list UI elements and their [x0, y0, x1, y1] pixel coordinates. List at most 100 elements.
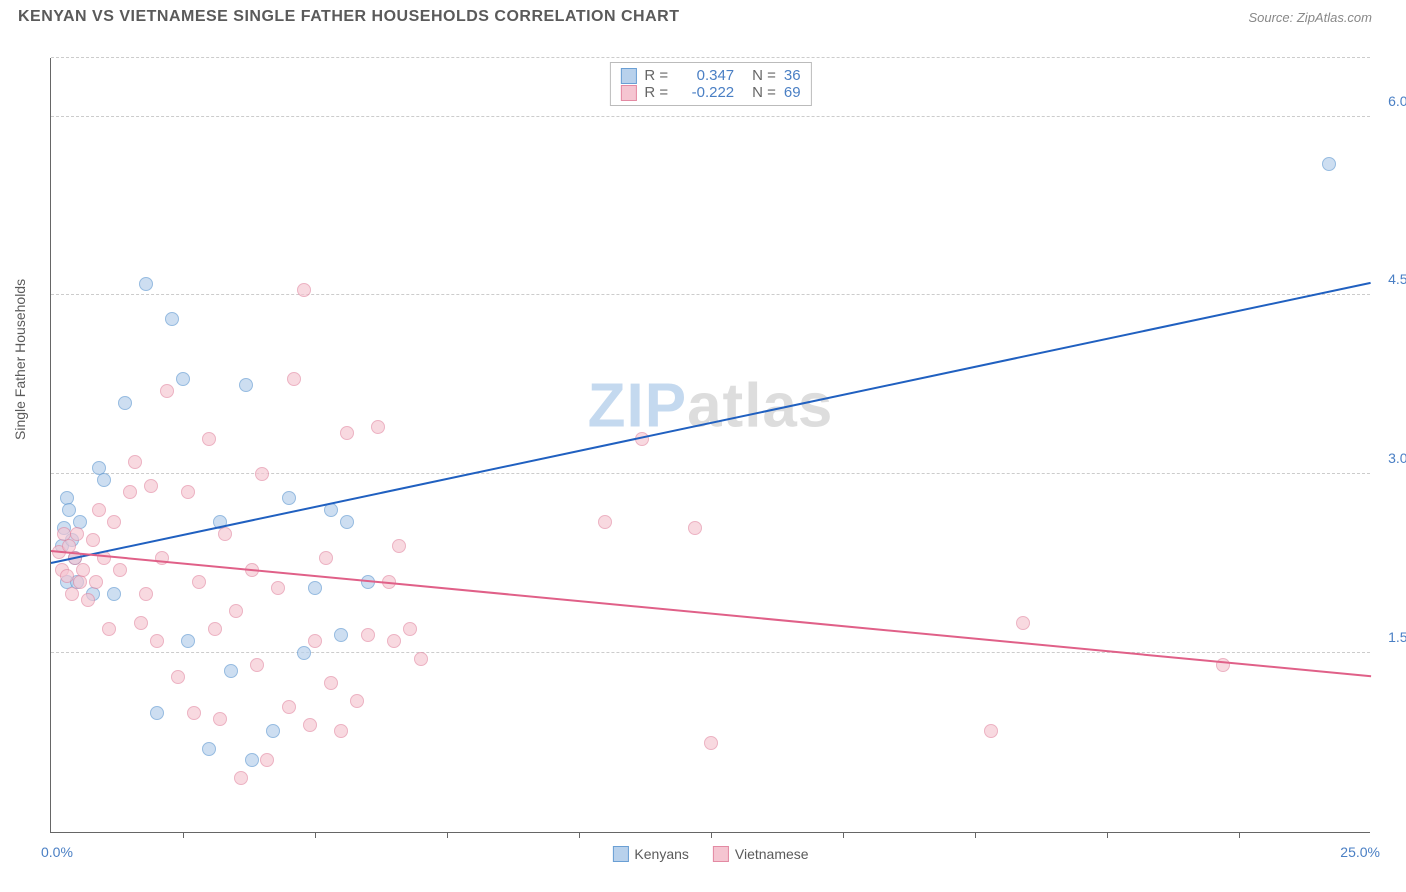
scatter-point [224, 664, 238, 678]
scatter-point [107, 587, 121, 601]
scatter-point [60, 569, 74, 583]
scatter-point [181, 634, 195, 648]
y-tick-label: 3.0% [1388, 450, 1406, 466]
scatter-point [229, 604, 243, 618]
x-tick [711, 832, 712, 838]
scatter-point [387, 634, 401, 648]
x-tick [183, 832, 184, 838]
scatter-point [113, 563, 127, 577]
source-attribution: Source: ZipAtlas.com [1248, 10, 1372, 25]
gridline-h [51, 294, 1370, 295]
scatter-point [319, 551, 333, 565]
scatter-point [392, 539, 406, 553]
scatter-point [128, 455, 142, 469]
scatter-point [218, 527, 232, 541]
scatter-point [171, 670, 185, 684]
r-value-kenyans: 0.347 [676, 67, 734, 84]
legend-item-kenyans: Kenyans [612, 846, 688, 862]
x-tick [975, 832, 976, 838]
scatter-point [287, 372, 301, 386]
watermark-part2: atlas [687, 372, 833, 441]
scatter-point [1322, 157, 1336, 171]
scatter-point [1016, 616, 1030, 630]
scatter-point [414, 652, 428, 666]
scatter-point [350, 694, 364, 708]
scatter-point [144, 479, 158, 493]
gridline-h [51, 57, 1370, 58]
watermark: ZIPatlas [588, 371, 834, 442]
n-prefix: N = [752, 67, 776, 84]
scatter-point [308, 634, 322, 648]
legend-item-vietnamese: Vietnamese [713, 846, 809, 862]
scatter-point [107, 515, 121, 529]
correlation-row-kenyans: R = 0.347 N = 36 [620, 67, 800, 84]
source-prefix: Source: [1248, 10, 1296, 25]
scatter-point [255, 467, 269, 481]
scatter-point [139, 277, 153, 291]
scatter-point [181, 485, 195, 499]
correlation-legend: R = 0.347 N = 36 R = -0.222 N = 69 [609, 62, 811, 106]
source-name: ZipAtlas.com [1297, 10, 1372, 25]
scatter-point [303, 718, 317, 732]
y-tick-label: 1.5% [1388, 629, 1406, 645]
scatter-chart: ZIPatlas R = 0.347 N = 36 R = -0.222 N =… [50, 58, 1370, 833]
scatter-point [361, 628, 375, 642]
chart-header: KENYAN VS VIETNAMESE SINGLE FATHER HOUSE… [0, 0, 1406, 30]
correlation-row-vietnamese: R = -0.222 N = 69 [620, 84, 800, 101]
x-axis-max-label: 25.0% [1340, 844, 1380, 860]
x-tick [315, 832, 316, 838]
scatter-point [308, 581, 322, 595]
legend-label-vietnamese: Vietnamese [735, 846, 809, 862]
y-tick-label: 6.0% [1388, 93, 1406, 109]
r-prefix: R = [644, 84, 668, 101]
x-axis-min-label: 0.0% [41, 844, 73, 860]
swatch-kenyans-icon [620, 68, 636, 84]
scatter-point [160, 384, 174, 398]
scatter-point [340, 515, 354, 529]
scatter-point [192, 575, 206, 589]
r-prefix: R = [644, 67, 668, 84]
x-tick [579, 832, 580, 838]
scatter-point [89, 575, 103, 589]
scatter-point [271, 581, 285, 595]
scatter-point [282, 491, 296, 505]
series-legend: Kenyans Vietnamese [612, 846, 808, 862]
x-tick [843, 832, 844, 838]
scatter-point [150, 706, 164, 720]
x-tick [1239, 832, 1240, 838]
scatter-point [984, 724, 998, 738]
scatter-point [282, 700, 296, 714]
r-value-vietnamese: -0.222 [676, 84, 734, 101]
scatter-point [62, 503, 76, 517]
scatter-point [176, 372, 190, 386]
scatter-point [213, 712, 227, 726]
scatter-point [81, 593, 95, 607]
scatter-point [245, 753, 259, 767]
y-axis-label: Single Father Households [12, 279, 28, 440]
scatter-point [202, 742, 216, 756]
gridline-h [51, 116, 1370, 117]
scatter-point [187, 706, 201, 720]
n-value-kenyans: 36 [784, 67, 801, 84]
scatter-point [371, 420, 385, 434]
scatter-point [97, 473, 111, 487]
trend-line [51, 282, 1371, 564]
scatter-point [297, 283, 311, 297]
scatter-point [704, 736, 718, 750]
x-tick [447, 832, 448, 838]
scatter-point [102, 622, 116, 636]
scatter-point [297, 646, 311, 660]
scatter-point [688, 521, 702, 535]
scatter-point [139, 587, 153, 601]
scatter-point [118, 396, 132, 410]
swatch-vietnamese-icon [713, 846, 729, 862]
scatter-point [134, 616, 148, 630]
x-tick [1107, 832, 1108, 838]
scatter-point [334, 628, 348, 642]
swatch-kenyans-icon [612, 846, 628, 862]
scatter-point [239, 378, 253, 392]
scatter-point [598, 515, 612, 529]
scatter-point [76, 563, 90, 577]
chart-title: KENYAN VS VIETNAMESE SINGLE FATHER HOUSE… [18, 8, 679, 26]
scatter-point [150, 634, 164, 648]
